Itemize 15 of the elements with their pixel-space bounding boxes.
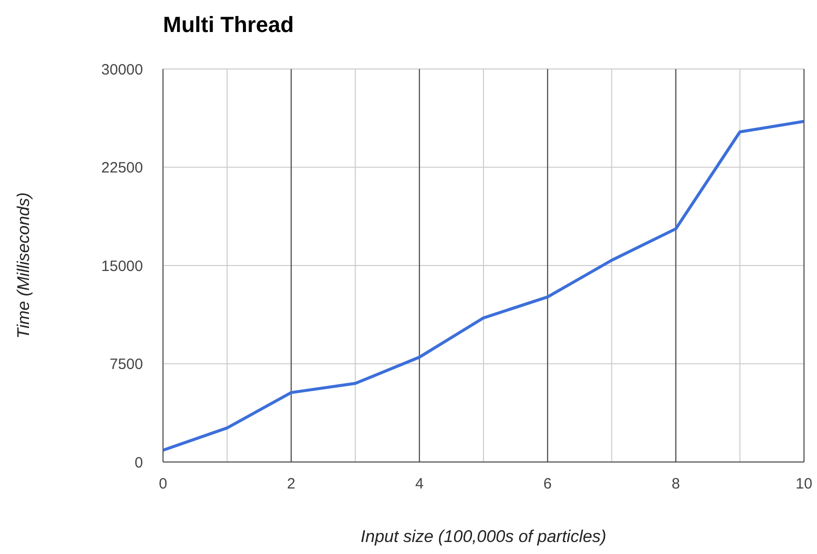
y-tick-label: 7500 [110,356,143,374]
x-tick-label: 2 [287,476,296,493]
y-axis-title: Time (Milliseconds) [14,192,34,339]
x-tick-label: 6 [543,476,552,493]
x-axis-title: Input size (100,000s of particles) [360,527,606,546]
x-tick-label: 8 [672,476,680,493]
y-tick-label: 22500 [101,160,143,177]
y-tick-label: 15000 [101,258,143,275]
y-tick-label: 0 [134,454,143,472]
x-tick-label: 10 [796,476,812,493]
y-tick-label: 30000 [101,61,143,78]
chart-title: Multi Thread [163,12,294,38]
line-series [163,120,804,452]
x-tick-label: 0 [158,476,168,493]
x-tick-label: 4 [415,476,424,493]
